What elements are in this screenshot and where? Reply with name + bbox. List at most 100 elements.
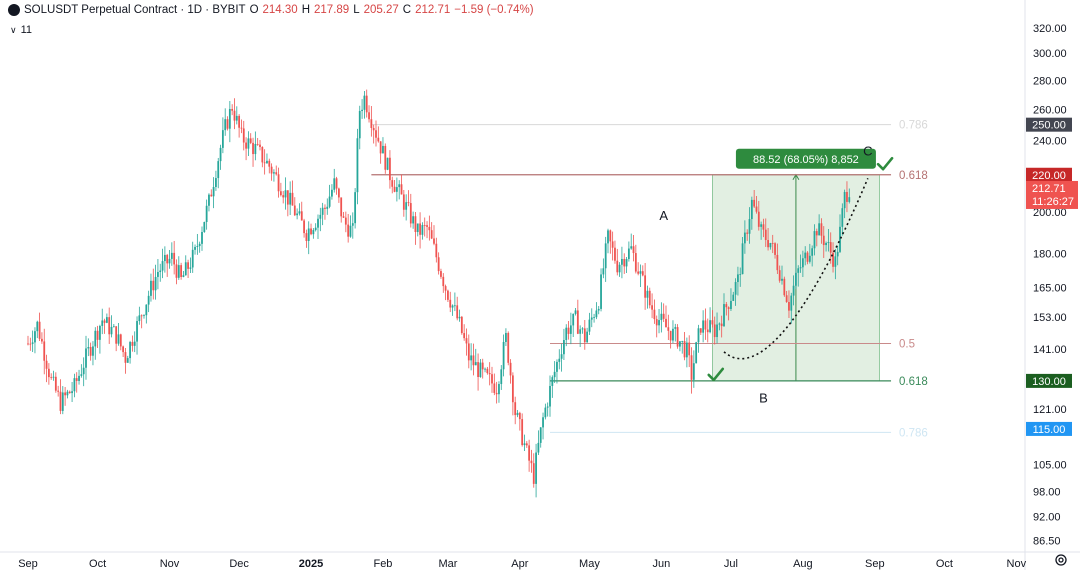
price-tick-label: 141.00 — [1033, 344, 1067, 356]
candle-body — [166, 254, 169, 264]
candle-body — [593, 317, 595, 319]
candle-body — [811, 248, 814, 256]
indicators-toggle[interactable]: ∨ 11 — [10, 24, 32, 36]
fib-level-label: 0.786 — [899, 427, 928, 439]
candle-body — [741, 243, 744, 275]
candle-body — [194, 246, 196, 250]
gear-icon[interactable] — [1054, 553, 1068, 567]
candle-body — [57, 390, 60, 392]
candle-body — [609, 230, 612, 242]
candle-body — [231, 108, 234, 111]
candle-body — [491, 374, 493, 384]
close-label: C — [402, 4, 412, 16]
candle-body — [713, 324, 716, 338]
candle-body — [242, 128, 245, 143]
candle-body — [82, 367, 85, 375]
candle-body — [574, 310, 577, 314]
candle-body — [175, 264, 178, 278]
candle-body — [282, 195, 285, 198]
candle-body — [275, 172, 278, 175]
candle-body — [692, 363, 695, 380]
candle-body — [124, 352, 127, 363]
candle-body — [170, 252, 173, 259]
candle-body — [795, 272, 797, 286]
candle-body — [614, 247, 616, 261]
candle-body — [488, 373, 491, 375]
candle-body — [122, 346, 125, 353]
candle-body — [723, 304, 725, 327]
candle-body — [210, 194, 213, 197]
time-tick-label: Sep — [18, 558, 38, 570]
candle-body — [456, 305, 459, 319]
candle-body — [739, 274, 742, 275]
candle-body — [419, 223, 421, 235]
high-label: H — [301, 4, 311, 16]
candle-body — [846, 191, 848, 202]
close-value: 212.71 — [415, 4, 451, 16]
price-tag — [1026, 117, 1072, 132]
time-tick-label: May — [579, 558, 600, 570]
candle-body — [99, 325, 101, 340]
candle-body — [453, 305, 456, 307]
candle-body — [96, 330, 99, 340]
candle-body — [621, 258, 623, 265]
candle-body — [730, 300, 732, 309]
candle-body — [182, 275, 185, 277]
candle-body — [648, 290, 651, 306]
bar-countdown-label: 11:26:27 — [1032, 196, 1074, 208]
price-tick-label: 260.00 — [1033, 104, 1067, 116]
candle-body — [219, 147, 222, 162]
price-tick-label: 165.00 — [1033, 282, 1067, 294]
candle-body — [651, 305, 653, 310]
candle-body — [180, 265, 183, 277]
price-tick-label: 300.00 — [1033, 48, 1067, 60]
candle-body — [38, 321, 41, 339]
candle-body — [836, 251, 839, 257]
candle-body — [217, 161, 220, 179]
time-tick-label: Oct — [89, 558, 106, 570]
candle-body — [790, 295, 793, 311]
time-tick-label: Mar — [438, 558, 457, 570]
candle-body — [324, 207, 326, 209]
change-value: −1.59 (−0.74%) — [454, 4, 534, 16]
candle-body — [201, 231, 203, 244]
candle-body — [270, 166, 273, 174]
candle-body — [101, 320, 104, 326]
candle-body — [370, 119, 373, 128]
candle-body — [163, 254, 166, 262]
candle-body — [511, 375, 514, 403]
candle-body — [435, 243, 438, 258]
candle-body — [379, 141, 382, 154]
candle-body — [85, 348, 87, 368]
symbol-title[interactable]: SOLUSDT Perpetual Contract · 1D · BYBIT — [24, 4, 246, 16]
candle-body — [92, 346, 94, 356]
high-value: 217.89 — [314, 4, 350, 16]
candle-body — [198, 243, 201, 247]
candle-body — [502, 341, 505, 370]
candle-body — [495, 392, 498, 395]
candle-body — [375, 130, 377, 138]
candle-body — [641, 271, 644, 276]
candle-body — [430, 230, 433, 239]
candle-body — [384, 145, 387, 170]
candle-body — [340, 197, 343, 217]
fib-level-label: 0.618 — [899, 376, 928, 388]
candle-body — [423, 225, 426, 226]
candle-body — [314, 227, 317, 231]
candle-body — [458, 316, 461, 319]
candle-body — [829, 242, 832, 253]
candle-body — [235, 115, 238, 121]
candle-body — [832, 252, 834, 267]
candle-body — [333, 178, 336, 190]
candle-body — [709, 320, 711, 333]
candle-body — [801, 258, 804, 268]
price-tag-label: 115.00 — [1033, 424, 1066, 436]
candle-body — [277, 174, 280, 192]
candle-body — [743, 232, 746, 244]
candle-body — [725, 304, 728, 308]
candle-body — [528, 445, 531, 461]
candle-body — [711, 320, 714, 325]
candle-body — [68, 391, 71, 394]
candle-body — [428, 226, 431, 231]
